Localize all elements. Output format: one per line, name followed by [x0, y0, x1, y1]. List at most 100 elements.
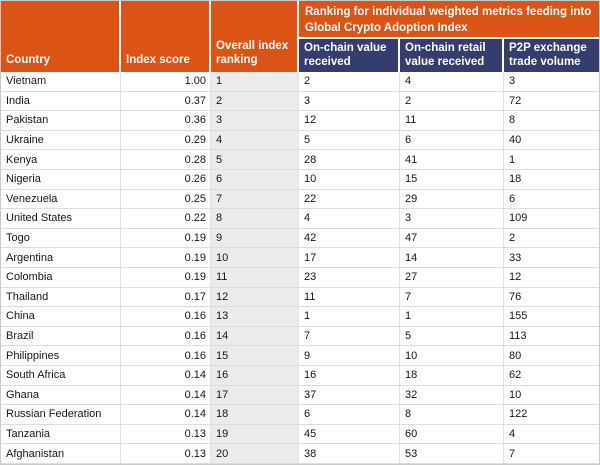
cell-p2p_volume: 6: [509, 192, 516, 205]
cell-index_score: 0.14: [121, 385, 211, 405]
cell-overall_rank: 16: [211, 365, 299, 385]
cell-index_score: 0.28: [121, 150, 211, 169]
cell-onchain_value: 12: [299, 111, 400, 130]
cell-p2p_volume: 109: [509, 212, 528, 225]
cell-overall_rank: 8: [211, 209, 299, 228]
cell-onchain_value: 45: [299, 424, 400, 444]
cell-country: China: [1, 307, 121, 326]
cell-country: Russian Federation: [1, 405, 121, 424]
cell-country: Pakistan: [1, 111, 121, 130]
cell-onchain_retail: 2: [400, 91, 504, 111]
cell-country: India: [1, 91, 121, 111]
table-row: Argentina 0.19 10 17 14 33: [1, 248, 599, 268]
header-p2p-exchange-trade-volume: P2P exchange trade volume: [504, 39, 599, 72]
cell-onchain_value: 28: [299, 150, 400, 169]
cell-onchain_value: 3: [299, 91, 400, 111]
cell-p2p_volume: 3: [509, 75, 516, 88]
header-onchain-retail-value-received: On-chain retail value received: [400, 39, 504, 72]
cell-onchain_value: 22: [299, 189, 400, 209]
cell-country: Ghana: [1, 385, 121, 405]
cell-index_score: 0.37: [121, 91, 211, 111]
cell-index_score: 1.00: [121, 72, 211, 91]
cell-p2p_volume: 2: [509, 232, 516, 245]
cell-onchain_retail: 27: [400, 267, 504, 287]
header-index-score: Index score: [121, 1, 211, 72]
cell-country: Kenya: [1, 150, 121, 169]
cell-p2p_volume: 33: [509, 251, 522, 264]
cell-overall_rank: 4: [211, 130, 299, 150]
header-metrics-group: Ranking for individual weighted metrics …: [299, 1, 599, 39]
cell-onchain_retail: 5: [400, 326, 504, 346]
cell-onchain_retail: 3: [400, 209, 504, 228]
cell-p2p_volume: 4: [509, 427, 516, 440]
cell-country: Afghanistan: [1, 444, 121, 463]
table-row: India 0.37 2 3 2 72: [1, 91, 599, 112]
table-row: Tanzania 0.13 19 45 60 4: [1, 424, 599, 445]
cell-index_score: 0.16: [121, 346, 211, 365]
cell-onchain_value: 38: [299, 444, 400, 463]
header-overall-index-ranking: Overall index ranking: [211, 1, 299, 72]
cell-onchain_retail: 8: [400, 405, 504, 424]
table-row: Vietnam 1.00 1 2 4 3: [1, 72, 599, 92]
cell-onchain_value: 2: [299, 72, 400, 91]
cell-onchain_value: 4: [299, 209, 400, 228]
cell-p2p_volume: 12: [509, 271, 522, 284]
cell-onchain_retail: 11: [400, 111, 504, 130]
cell-onchain_value: 1: [299, 307, 400, 326]
cell-index_score: 0.25: [121, 189, 211, 209]
cell-onchain_retail: 4: [400, 72, 504, 91]
cell-onchain_retail: 7: [400, 287, 504, 307]
cell-overall_rank: 7: [211, 189, 299, 209]
cell-overall_rank: 2: [211, 91, 299, 111]
cell-onchain_value: 17: [299, 248, 400, 267]
table-row: China 0.16 13 1 1 155: [1, 307, 599, 327]
table-row: Philippines 0.16 15 9 10 80: [1, 346, 599, 366]
cell-index_score: 0.36: [121, 111, 211, 130]
cell-index_score: 0.19: [121, 248, 211, 267]
cell-country: United States: [1, 209, 121, 228]
cell-onchain_value: 37: [299, 385, 400, 405]
cell-country: Thailand: [1, 287, 121, 307]
cell-onchain_retail: 60: [400, 424, 504, 444]
cell-index_score: 0.16: [121, 326, 211, 346]
cell-overall_rank: 10: [211, 248, 299, 267]
cell-country: Venezuela: [1, 189, 121, 209]
cell-overall_rank: 3: [211, 111, 299, 130]
cell-onchain_retail: 29: [400, 189, 504, 209]
table-row: Venezuela 0.25 7 22 29 6: [1, 189, 599, 210]
cell-overall_rank: 9: [211, 228, 299, 248]
cell-overall_rank: 14: [211, 326, 299, 346]
cell-overall_rank: 17: [211, 385, 299, 405]
table-row: Colombia 0.19 11 23 27 12: [1, 267, 599, 288]
cell-index_score: 0.13: [121, 444, 211, 463]
cell-p2p_volume: 10: [509, 388, 522, 401]
cell-p2p_volume: 40: [509, 134, 522, 147]
table-row: South Africa 0.14 16 16 18 62: [1, 365, 599, 386]
table-row: Russian Federation 0.14 18 6 8 122: [1, 405, 599, 425]
cell-index_score: 0.19: [121, 267, 211, 287]
cell-onchain_retail: 1: [400, 307, 504, 326]
cell-p2p_volume: 113: [509, 330, 527, 343]
table-row: Afghanistan 0.13 20 38 53 7: [1, 444, 599, 464]
table-row: Ukraine 0.29 4 5 6 40: [1, 130, 599, 151]
cell-country: Ukraine: [1, 130, 121, 150]
cell-overall_rank: 18: [211, 405, 299, 424]
cell-onchain_retail: 14: [400, 248, 504, 267]
cell-overall_rank: 12: [211, 287, 299, 307]
cell-onchain_value: 23: [299, 267, 400, 287]
cell-index_score: 0.19: [121, 228, 211, 248]
cell-p2p_volume: 80: [509, 349, 522, 362]
header-onchain-value-received: On-chain value received: [299, 39, 400, 72]
cell-onchain_retail: 53: [400, 444, 504, 463]
cell-p2p_volume: 72: [509, 94, 522, 107]
cell-onchain_retail: 32: [400, 385, 504, 405]
cell-overall_rank: 1: [211, 72, 299, 91]
table-row: Nigeria 0.26 6 10 15 18: [1, 169, 599, 190]
table-row: Ghana 0.14 17 37 32 10: [1, 385, 599, 406]
cell-p2p_volume: 155: [509, 310, 528, 323]
cell-onchain_retail: 47: [400, 228, 504, 248]
cell-p2p_volume: 76: [509, 290, 522, 303]
cell-index_score: 0.16: [121, 307, 211, 326]
cell-onchain_retail: 10: [400, 346, 504, 365]
cell-index_score: 0.14: [121, 365, 211, 385]
